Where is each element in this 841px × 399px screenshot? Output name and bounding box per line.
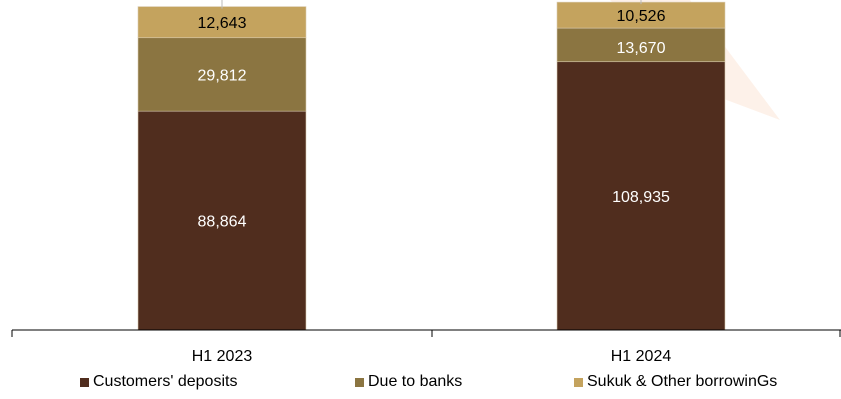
bar-sukuk-other-borrowings-h1-2023	[137, 6, 307, 39]
legend-label-customers-deposits: Customers' deposits	[93, 373, 238, 390]
bar-customers-deposits-h1-2023	[137, 110, 307, 331]
legend-swatch-due-to-banks	[355, 377, 364, 387]
data-label-due-to-banks-h1-2024: 13,670	[617, 40, 666, 57]
data-label-customers-deposits-h1-2023: 88,864	[198, 214, 247, 231]
stacked-bar-chart: 88,86429,81212,643131,319108,93513,67010…	[11, 0, 841, 365]
data-label-customers-deposits-h1-2024: 108,935	[612, 189, 670, 206]
data-label-due-to-banks-h1-2023: 29,812	[198, 67, 247, 84]
legend: Customers' deposits Due to banks Sukuk &…	[0, 373, 841, 397]
bar-due-to-banks-h1-2023	[137, 37, 307, 112]
x-tick-label-h1-2023: H1 2023	[192, 348, 253, 365]
data-label-sukuk-other-borrowings-h1-2024: 10,526	[617, 8, 666, 25]
legend-item-sukuk-other-borrowings: Sukuk & Other borrowinGs	[574, 373, 777, 391]
legend-item-due-to-banks: Due to banks	[355, 373, 462, 391]
legend-item-customers-deposits: Customers' deposits	[80, 373, 237, 391]
legend-swatch-customers-deposits	[80, 377, 89, 387]
legend-label-sukuk-other-borrowings: Sukuk & Other borrowinGs	[587, 373, 778, 390]
legend-swatch-sukuk-other-borrowings	[574, 377, 583, 387]
legend-label-due-to-banks: Due to banks	[368, 373, 463, 390]
bar-customers-deposits-h1-2024	[556, 61, 726, 331]
x-tick-label-h1-2024: H1 2024	[611, 348, 672, 365]
bar-sukuk-other-borrowings-h1-2024	[556, 1, 726, 29]
data-label-sukuk-other-borrowings-h1-2023: 12,643	[198, 15, 247, 32]
